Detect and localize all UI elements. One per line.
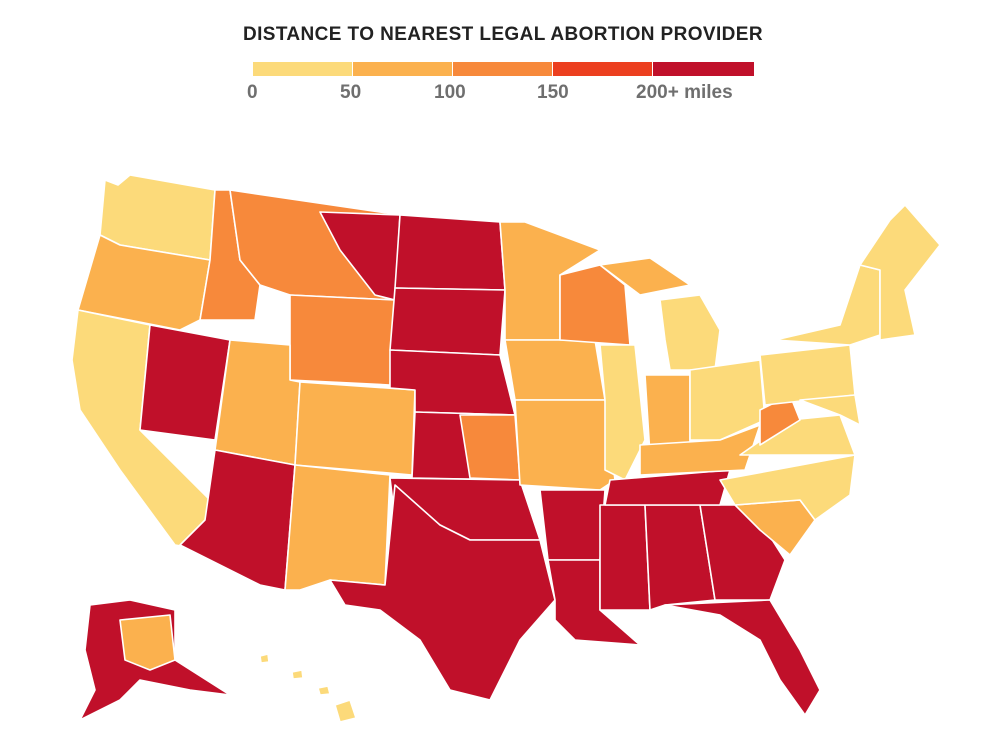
legend-swatch-150-200: [553, 62, 653, 76]
region-north-dakota: [394, 214, 506, 291]
legend-label-200-plus: 200+ miles: [636, 82, 733, 103]
region-wisconsin: [559, 264, 631, 346]
legend-label-50: 50: [340, 82, 362, 103]
region-hawaii-oahu: [291, 669, 304, 680]
region-mississippi: [599, 504, 651, 611]
region-new-england: [859, 204, 941, 341]
region-florida: [664, 599, 821, 716]
region-missouri: [514, 399, 616, 491]
region-michigan-lower: [659, 294, 721, 371]
legend-swatch-50-100: [353, 62, 453, 76]
region-hawaii-maui: [317, 685, 331, 696]
region-hawaii-big-island: [334, 699, 357, 723]
region-colorado: [294, 381, 416, 476]
legend-swatch-200-plus: [653, 62, 754, 76]
region-kansas-east: [459, 414, 521, 481]
region-nevada: [139, 324, 231, 441]
region-michigan-upper: [599, 257, 691, 296]
region-arkansas: [539, 489, 606, 561]
region-maryland-delaware: [799, 394, 861, 426]
region-new-york: [774, 264, 881, 346]
region-illinois: [599, 344, 646, 481]
map-title: DISTANCE TO NEAREST LEGAL ABORTION PROVI…: [242, 24, 764, 45]
region-south-dakota: [389, 287, 506, 356]
legend-swatch-0-50: [253, 62, 353, 76]
region-iowa: [504, 339, 606, 401]
color-legend-bar: [253, 62, 754, 76]
legend-label-0: 0: [247, 82, 258, 103]
region-montana-east: [319, 211, 401, 301]
region-wyoming: [289, 294, 396, 386]
region-utah: [214, 339, 301, 466]
legend-swatch-100-150: [453, 62, 553, 76]
region-hawaii-kauai: [259, 653, 270, 664]
region-new-mexico: [284, 464, 391, 591]
legend-label-100: 100: [434, 82, 466, 103]
legend-label-150: 150: [537, 82, 569, 103]
region-alaska-south: [119, 614, 176, 671]
region-texas: [329, 484, 556, 701]
region-ohio: [689, 359, 766, 441]
